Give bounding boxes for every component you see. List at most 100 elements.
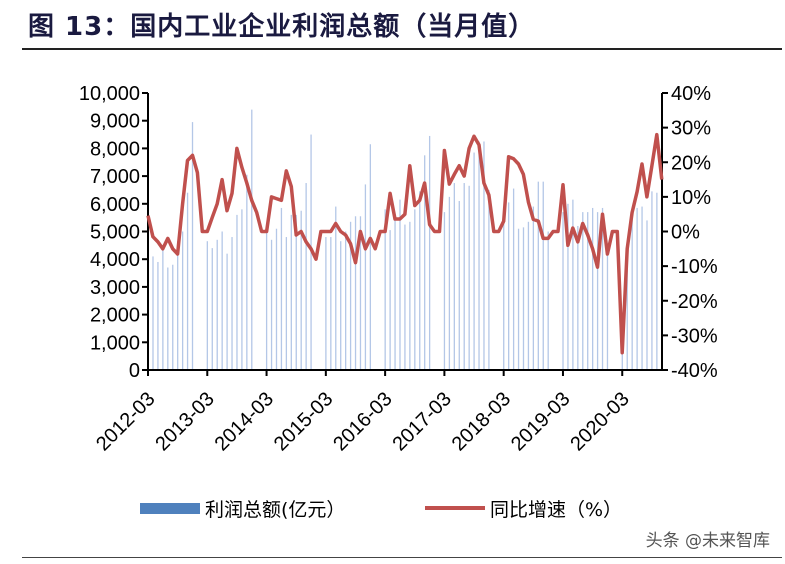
profit-bar bbox=[216, 239, 218, 370]
profit-bar bbox=[636, 207, 638, 370]
profit-bar bbox=[463, 183, 465, 370]
profit-bar bbox=[631, 216, 633, 370]
profit-bar bbox=[251, 109, 253, 371]
x-tick-label: 2017-03 bbox=[388, 388, 455, 455]
profit-bar bbox=[330, 237, 332, 370]
x-tick-label: 2014-03 bbox=[211, 388, 278, 455]
profit-bar bbox=[394, 220, 396, 370]
left-tick-label: 10,000 bbox=[79, 83, 140, 105]
profit-bar bbox=[354, 216, 357, 370]
profit-bar bbox=[443, 212, 446, 370]
profit-bar bbox=[211, 248, 213, 370]
profit-bar bbox=[419, 191, 421, 370]
x-tick-label: 2020-03 bbox=[566, 388, 633, 455]
profit-bar bbox=[621, 347, 623, 370]
profit-bar bbox=[537, 181, 539, 370]
left-tick-label: 6,000 bbox=[90, 194, 140, 216]
profit-bar bbox=[167, 267, 169, 370]
profit-bar bbox=[345, 231, 347, 370]
profit-bar bbox=[177, 241, 179, 370]
left-tick-label: 4,000 bbox=[90, 249, 140, 271]
left-tick-label: 9,000 bbox=[90, 111, 140, 133]
title-divider bbox=[22, 48, 782, 50]
legend-bar-swatch bbox=[140, 503, 200, 514]
right-tick-label: 0% bbox=[671, 222, 700, 244]
profit-bar bbox=[369, 144, 371, 370]
profit-bar bbox=[508, 202, 510, 370]
right-tick-label: -30% bbox=[671, 325, 718, 347]
profit-bar bbox=[359, 216, 362, 370]
profit-bar bbox=[596, 212, 599, 370]
bottom-divider bbox=[22, 557, 782, 558]
right-tick-label: 30% bbox=[671, 118, 711, 140]
profit-bar bbox=[587, 212, 589, 370]
profit-bar bbox=[404, 224, 406, 370]
left-tick-label: 8,000 bbox=[90, 138, 140, 160]
x-tick-label: 2013-03 bbox=[151, 388, 218, 455]
profit-bar bbox=[300, 210, 302, 370]
profit-bar bbox=[236, 214, 238, 370]
profit-bar bbox=[527, 221, 530, 370]
legend-bar-label: 利润总额(亿元） bbox=[205, 499, 345, 521]
profit-bar bbox=[646, 220, 648, 370]
profit-bar bbox=[206, 241, 208, 370]
profit-bar bbox=[335, 206, 337, 370]
profit-bar bbox=[152, 256, 154, 370]
x-tick-label: 2012-03 bbox=[92, 388, 159, 455]
profit-bar bbox=[458, 201, 460, 370]
right-tick-label: -40% bbox=[671, 360, 718, 382]
profit-bar bbox=[414, 209, 416, 370]
right-tick-label: -10% bbox=[671, 256, 718, 278]
profit-bar bbox=[577, 225, 579, 370]
profit-bar bbox=[424, 155, 426, 370]
profit-bar bbox=[325, 237, 327, 370]
profit-bar bbox=[349, 221, 352, 370]
profit-bar bbox=[280, 207, 283, 370]
profit-bar bbox=[582, 212, 584, 370]
left-tick-label: 3,000 bbox=[90, 277, 140, 299]
profit-bar bbox=[226, 253, 228, 370]
right-tick-label: -20% bbox=[671, 291, 718, 313]
profit-bar bbox=[221, 231, 223, 370]
profit-bar bbox=[172, 264, 174, 370]
profit-bar bbox=[606, 250, 609, 370]
x-tick-label: 2015-03 bbox=[270, 388, 337, 455]
profit-bar bbox=[270, 239, 273, 370]
x-tick-label: 2016-03 bbox=[329, 388, 396, 455]
profit-bar bbox=[592, 207, 594, 370]
profit-bar bbox=[162, 248, 164, 370]
profit-bar bbox=[542, 181, 544, 370]
right-tick-label: 20% bbox=[671, 152, 711, 174]
figure-title: 图 13：国内工业企业利润总额（当月值） bbox=[28, 12, 536, 42]
right-tick-label: 10% bbox=[671, 187, 711, 209]
profit-bar bbox=[389, 230, 391, 370]
profit-bar bbox=[295, 214, 297, 370]
profit-bar bbox=[191, 122, 194, 371]
legend-line-label: 同比增速（%） bbox=[490, 499, 622, 521]
profit-bar bbox=[641, 206, 643, 370]
profit-bar bbox=[626, 256, 628, 370]
profit-bar bbox=[517, 228, 520, 370]
left-tick-label: 7,000 bbox=[90, 166, 140, 188]
profit-bar bbox=[567, 203, 569, 370]
profit-bar bbox=[522, 227, 525, 370]
profit-bar bbox=[562, 212, 564, 370]
profit-bar bbox=[428, 135, 431, 370]
x-tick-label: 2019-03 bbox=[507, 388, 574, 455]
profit-bar bbox=[656, 192, 658, 370]
profit-bar bbox=[483, 141, 485, 370]
profit-bar bbox=[547, 231, 549, 370]
profit-bar bbox=[453, 183, 455, 370]
profit-bar bbox=[409, 221, 411, 370]
profit-bar bbox=[364, 184, 367, 370]
profit-bar bbox=[512, 188, 515, 370]
left-tick-label: 2,000 bbox=[90, 305, 140, 327]
profit-bar bbox=[601, 207, 604, 370]
profit-bar bbox=[651, 191, 653, 370]
profit-bar bbox=[399, 199, 401, 370]
profit-bar bbox=[275, 228, 278, 370]
profit-bar bbox=[488, 189, 490, 370]
left-tick-label: 1,000 bbox=[90, 332, 140, 354]
profit-bar bbox=[468, 185, 470, 370]
